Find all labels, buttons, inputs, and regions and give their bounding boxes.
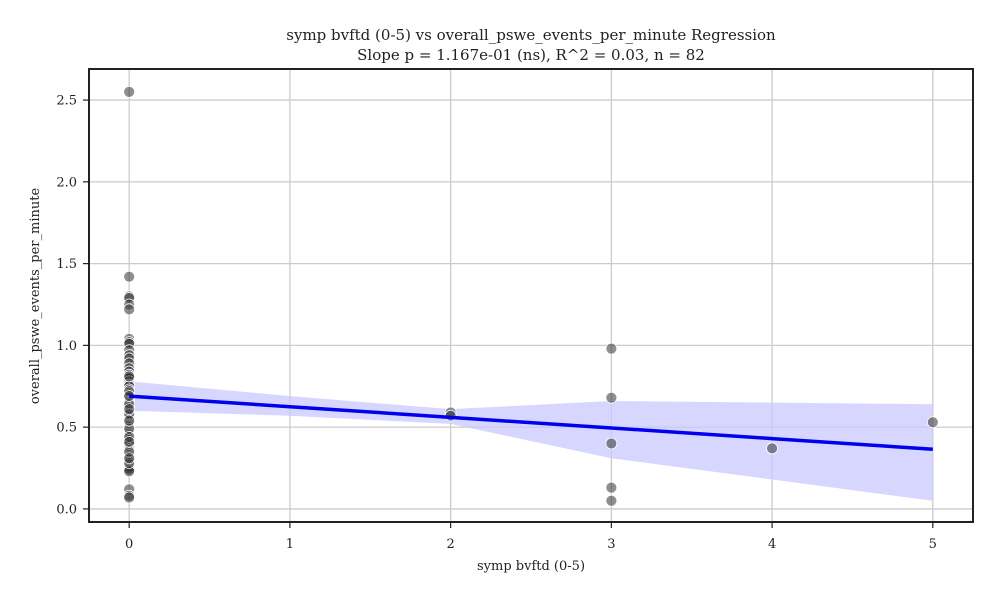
data-point	[123, 491, 136, 504]
data-point	[123, 414, 136, 427]
y-tick-label: 1.0	[56, 339, 77, 354]
y-tick-label: 2.5	[56, 94, 77, 109]
y-tick-label: 0.5	[56, 421, 77, 436]
data-point	[123, 452, 136, 465]
y-axis-ticks: 0.0 0.5 1.0 1.5 2.0 2.5	[56, 94, 89, 517]
data-point	[926, 416, 939, 429]
y-axis-label: overall_pswe_events_per_minute	[28, 188, 43, 405]
x-tick-label: 0	[125, 537, 133, 552]
data-point	[123, 403, 136, 416]
data-points	[123, 85, 939, 507]
x-tick-label: 3	[607, 537, 615, 552]
x-tick-label: 5	[929, 537, 937, 552]
y-tick-label: 1.5	[56, 257, 77, 272]
x-axis-ticks: 0 1 2 3 4 5	[125, 522, 937, 552]
data-point	[605, 437, 618, 450]
y-tick-label: 0.0	[56, 502, 77, 517]
x-axis-label: symp bvftd (0-5)	[477, 559, 585, 574]
grid-lines	[89, 69, 973, 522]
chart-title: symp bvftd (0-5) vs overall_pswe_events_…	[286, 26, 776, 44]
confidence-band	[129, 381, 933, 501]
y-tick-label: 2.0	[56, 175, 77, 190]
data-point	[605, 481, 618, 494]
x-tick-label: 4	[768, 537, 776, 552]
data-point	[605, 391, 618, 404]
x-tick-label: 1	[286, 537, 294, 552]
data-point	[123, 370, 136, 383]
plot-frame	[88, 68, 974, 523]
data-point	[123, 435, 136, 448]
x-tick-label: 2	[446, 537, 454, 552]
data-point	[123, 303, 136, 316]
data-point	[766, 442, 778, 455]
data-point	[605, 342, 618, 355]
regression-line	[129, 394, 933, 451]
chart-subtitle: Slope p = 1.167e-01 (ns), R^2 = 0.03, n …	[357, 46, 705, 64]
data-point	[123, 85, 136, 98]
data-point	[605, 494, 618, 507]
data-point	[123, 270, 136, 283]
